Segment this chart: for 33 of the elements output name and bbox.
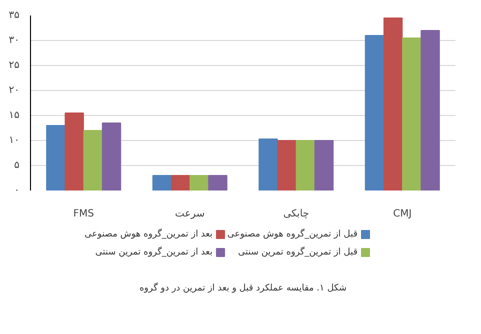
y-tick-label: ۰ bbox=[14, 185, 20, 196]
text: شکل ۱. مقایسه عملکرد قبل و بعد از تمرین در دو گروه bbox=[139, 282, 347, 294]
bar bbox=[258, 138, 278, 190]
bar bbox=[102, 122, 122, 190]
bar bbox=[46, 125, 66, 190]
bar bbox=[296, 140, 316, 190]
bar bbox=[364, 35, 384, 190]
bar bbox=[190, 175, 209, 190]
bar bbox=[420, 30, 440, 190]
bar bbox=[402, 38, 422, 190]
y-tick-label: ۳۰ bbox=[8, 35, 20, 46]
x-tick-label: چابکی bbox=[283, 208, 310, 220]
bar bbox=[383, 18, 403, 190]
bar bbox=[170, 175, 190, 190]
bar bbox=[277, 140, 296, 190]
x-tick-label: CMJ bbox=[393, 208, 412, 220]
y-tick-label: ۲۰ bbox=[8, 85, 20, 96]
legend-label: بعد از تمرین_گروه تمرین سنتی bbox=[95, 246, 213, 258]
bar bbox=[64, 112, 84, 190]
legend-label: قبل از تمرین_گروه تمرین سنتی bbox=[238, 246, 358, 258]
legend-label: بعد از تمرین_گروه هوش مصنوعی bbox=[84, 228, 213, 240]
x-tick-label: FMS bbox=[73, 208, 94, 220]
legend-label: قبل از تمرین_گروه هوش مصنوعی bbox=[227, 228, 358, 240]
y-tick-label: ۵ bbox=[14, 160, 20, 171]
bar bbox=[208, 175, 228, 190]
bar bbox=[314, 140, 334, 190]
y-tick-label: ۲۵ bbox=[8, 60, 20, 71]
y-tick-label: ۱۵ bbox=[8, 110, 20, 121]
y-tick-label: ۱۰ bbox=[8, 135, 20, 146]
y-tick-label: ۳۵ bbox=[8, 10, 20, 21]
bar bbox=[83, 130, 103, 190]
bar bbox=[152, 175, 172, 190]
x-tick-label: سرعت bbox=[175, 208, 205, 220]
